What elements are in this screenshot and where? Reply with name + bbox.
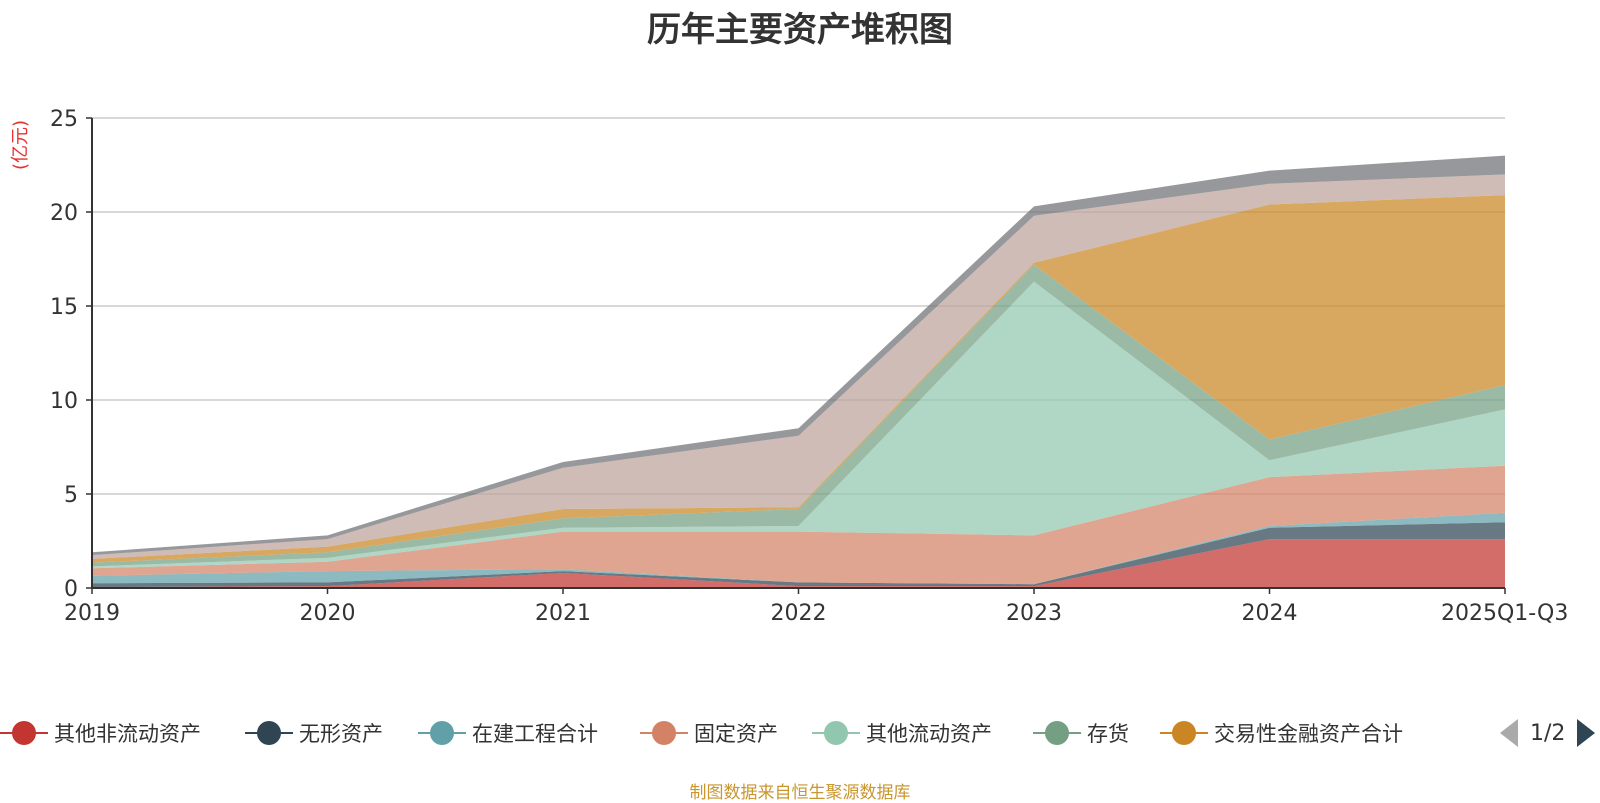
legend-marker-icon xyxy=(640,719,688,747)
legend-pager: 1/2 xyxy=(1500,713,1596,753)
legend-item[interactable]: 无形资产 xyxy=(245,713,383,753)
chart-plot: 0 5 10 15 20 25 2019 2020 2021 2022 2023 2024 2025Q1… xyxy=(10,107,1568,626)
area-series-7[interactable] xyxy=(92,174,1505,559)
y-tick-label: 10 xyxy=(50,389,78,414)
legend-label: 存货 xyxy=(1087,722,1129,746)
y-tick-label: 0 xyxy=(64,577,78,602)
y-tick-label: 15 xyxy=(50,295,78,320)
x-tick-label: 2022 xyxy=(771,601,827,626)
legend-label: 交易性金融资产合计 xyxy=(1214,722,1403,746)
x-tick-label: 2020 xyxy=(300,601,356,626)
area-series-5[interactable] xyxy=(92,264,1505,567)
area-series-2[interactable] xyxy=(92,512,1505,585)
legend-marker-icon xyxy=(1160,719,1208,747)
legend-prev-page-icon[interactable] xyxy=(1500,719,1518,747)
legend-marker-icon xyxy=(418,719,466,747)
y-tick-label: 20 xyxy=(50,201,78,226)
x-tick-label: 2019 xyxy=(64,601,120,626)
x-tick-label: 2023 xyxy=(1006,601,1062,626)
area-series-1[interactable] xyxy=(92,522,1505,588)
legend-marker-icon xyxy=(812,719,860,747)
legend: 其他非流动资产 无形资产 在建工程合计 固定资产 其他流动资产 存货 交易性金融资产合计 xyxy=(0,713,1600,753)
y-tick-label: 5 xyxy=(64,483,78,508)
legend-item[interactable]: 存货 xyxy=(1033,713,1129,753)
x-tick-label: 2024 xyxy=(1242,601,1298,626)
legend-page-indicator: 1/2 xyxy=(1530,720,1566,746)
legend-marker-icon xyxy=(245,719,293,747)
source-note: 制图数据来自恒生聚源数据库 xyxy=(689,783,911,803)
legend-label: 在建工程合计 xyxy=(472,722,598,746)
area-series-4[interactable] xyxy=(92,281,1505,569)
legend-item[interactable]: 在建工程合计 xyxy=(418,713,598,753)
y-tick-label: 25 xyxy=(50,107,78,132)
y-axis-label: (亿元) xyxy=(10,120,31,170)
legend-marker-icon xyxy=(0,719,48,747)
area-series-3[interactable] xyxy=(92,465,1505,585)
legend-next-page-icon[interactable] xyxy=(1577,719,1596,747)
legend-label: 其他非流动资产 xyxy=(54,722,201,746)
x-tick-label: 2021 xyxy=(535,601,591,626)
legend-item[interactable]: 其他流动资产 xyxy=(812,713,992,753)
legend-item[interactable]: 固定资产 xyxy=(640,713,778,753)
chart-title: 历年主要资产堆积图 xyxy=(647,10,953,50)
area-series-6[interactable] xyxy=(92,195,1505,563)
legend-marker-icon xyxy=(1033,719,1081,747)
legend-item[interactable]: 其他非流动资产 xyxy=(0,713,201,753)
axis-layer: 0 5 10 15 20 25 2019 2020 2021 2022 2023 2024 2025Q1… xyxy=(50,107,1568,626)
area-series-0[interactable] xyxy=(92,539,1505,588)
legend-label: 固定资产 xyxy=(694,722,778,746)
legend-label: 无形资产 xyxy=(299,722,383,746)
area-layer xyxy=(92,155,1505,588)
legend-item[interactable]: 交易性金融资产合计 xyxy=(1160,713,1403,753)
x-tick-label: 2025Q1-Q3 xyxy=(1441,601,1568,626)
legend-label: 其他流动资产 xyxy=(866,722,992,746)
